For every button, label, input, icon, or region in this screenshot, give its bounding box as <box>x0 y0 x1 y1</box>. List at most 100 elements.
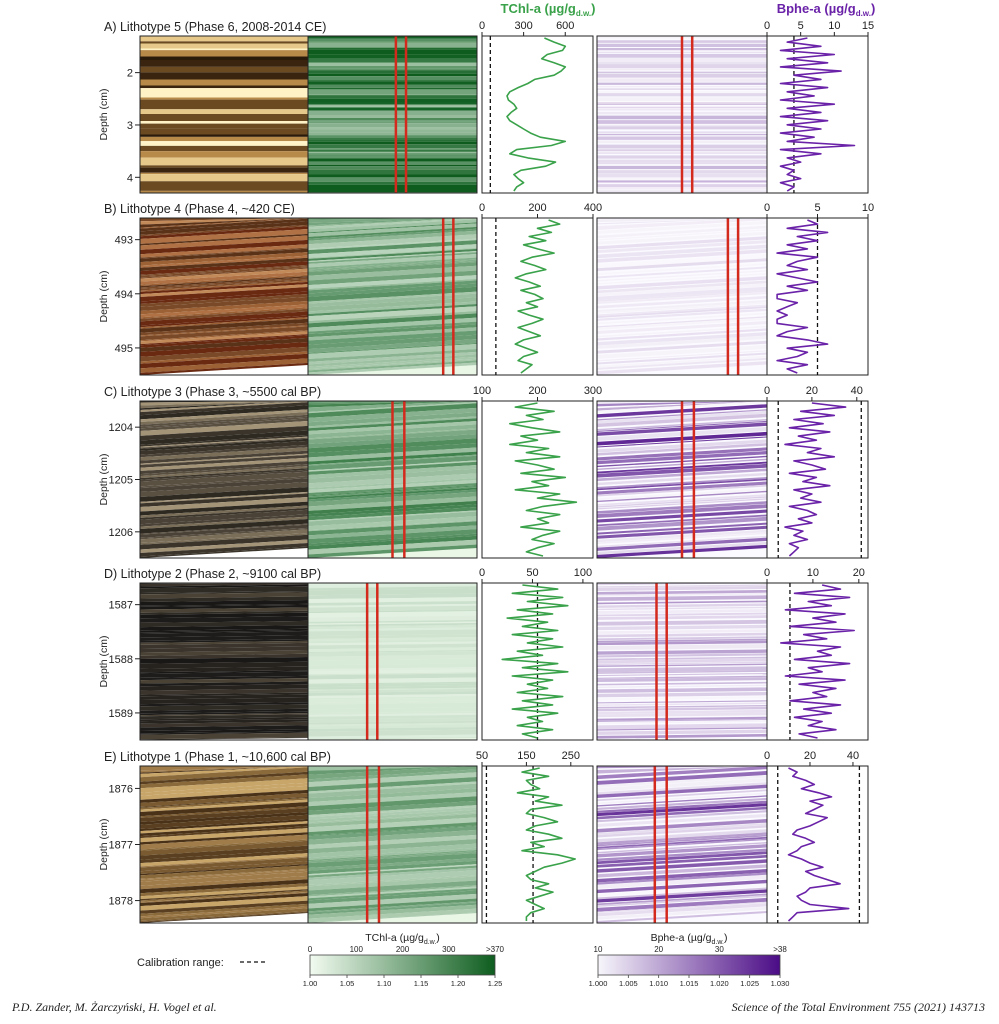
photo-band <box>140 317 308 329</box>
hsi-band <box>308 651 477 657</box>
hsi-band <box>308 41 477 44</box>
depth-tick-label: 493 <box>115 235 133 247</box>
photo-band <box>140 823 308 837</box>
hsi-band <box>308 110 477 115</box>
depth-axis-label: Depth (cm) <box>98 819 110 871</box>
photo-band <box>140 412 308 425</box>
hsi-band <box>308 829 477 845</box>
photo-band <box>140 630 308 634</box>
hsi-band <box>308 70 477 74</box>
hsi-band <box>308 278 477 291</box>
hsi-band <box>597 352 767 365</box>
hsi-band <box>597 766 767 774</box>
depth-tick-label: 1206 <box>109 527 133 539</box>
colorbar-gradient <box>309 954 496 976</box>
hsi-band <box>597 700 767 704</box>
hsi-band <box>597 231 767 245</box>
hsi-band <box>597 606 767 611</box>
photo-band <box>140 436 308 448</box>
footer-journal: Science of the Total Environment 755 (20… <box>731 1000 985 1014</box>
photo-band <box>140 807 308 822</box>
colorbar-legend-group: Calibration range: TChl-a (µg/gd.w.) 0 100 2… <box>137 932 789 988</box>
tchl-axis-title: TChl-a (µg/gd.w.) <box>501 1 596 18</box>
hsi-band <box>308 317 477 332</box>
series-line <box>514 219 561 374</box>
photo-band <box>140 114 308 122</box>
colorbar-bottom-tick: 1.10 <box>377 979 392 988</box>
hsi-band <box>597 895 767 907</box>
photo-band <box>140 284 308 297</box>
plot-frame <box>766 400 869 559</box>
hsi-band <box>308 807 477 820</box>
depth-tick-label: 1205 <box>109 475 133 487</box>
hsi-band <box>308 104 477 107</box>
depth-tick-label: 495 <box>115 343 133 355</box>
photo-band <box>140 519 308 534</box>
hsi-band <box>597 584 767 588</box>
hsi-band <box>597 592 767 597</box>
x-tick-label: 5 <box>798 20 804 32</box>
hsi-band <box>308 291 477 304</box>
photo-band <box>140 711 308 716</box>
photo-band <box>140 702 308 707</box>
hsi-band <box>308 597 477 603</box>
hsi-band <box>308 584 477 589</box>
hsi-band <box>308 912 477 923</box>
hsi-band <box>308 696 477 700</box>
colorbar-bottom-tick: 1.20 <box>451 979 466 988</box>
hsi-band <box>308 102 477 105</box>
tchl-hsi-map <box>308 36 477 193</box>
hsi-band <box>308 603 477 608</box>
hsi-band <box>597 328 767 341</box>
hsi-band <box>597 836 767 849</box>
hsi-band <box>308 148 477 151</box>
hsi-band <box>308 667 477 672</box>
hsi-band <box>597 792 767 805</box>
x-tick-label: 20 <box>806 385 818 397</box>
hsi-band <box>308 812 477 824</box>
hsi-band <box>597 706 767 712</box>
hsi-band <box>308 713 477 717</box>
hsi-band <box>597 640 767 646</box>
depth-tick-label: 1587 <box>109 600 133 612</box>
photo-band <box>140 277 308 290</box>
photo-band <box>140 869 308 882</box>
photo-band <box>140 666 308 673</box>
x-tick-label: 0 <box>479 567 485 579</box>
photo-band <box>140 48 308 51</box>
photo-band <box>140 774 308 789</box>
hsi-band <box>308 694 477 699</box>
photo-band <box>140 296 308 311</box>
hsi-band <box>308 244 477 258</box>
hsi-band <box>308 729 477 737</box>
panel-label: C) Lithotype 3 (Phase 3, ~5500 cal BP) <box>104 385 321 399</box>
hsi-band <box>308 641 477 646</box>
hsi-band <box>597 723 767 730</box>
photo-band <box>140 123 308 129</box>
hsi-band <box>308 888 477 901</box>
photo-band <box>140 239 308 255</box>
hsi-band <box>308 54 477 59</box>
photo-band <box>140 584 308 589</box>
colorbar-bottom-tick: 1.000 <box>589 979 608 988</box>
depth-axis-label: Depth (cm) <box>98 636 110 688</box>
photo-band <box>140 334 308 346</box>
tchl-hsi-map <box>308 583 477 740</box>
hsi-band <box>597 218 767 225</box>
colorbar-bottom-tick: 1.25 <box>488 979 503 988</box>
hsi-band <box>308 809 477 823</box>
photo-band <box>140 331 308 345</box>
hsi-band <box>308 690 477 697</box>
photo-band <box>140 889 308 901</box>
photo-band <box>140 341 308 357</box>
hsi-band <box>308 834 477 849</box>
photo-band <box>140 865 308 879</box>
photo-band <box>140 543 308 557</box>
hsi-band <box>597 691 767 698</box>
photo-band <box>140 218 308 232</box>
photo-band <box>140 264 308 276</box>
colorbar-top-tick: 30 <box>715 945 724 954</box>
photo-band <box>140 616 308 623</box>
photo-band <box>140 507 308 520</box>
colorbar-bottom-tick: 1.020 <box>710 979 729 988</box>
